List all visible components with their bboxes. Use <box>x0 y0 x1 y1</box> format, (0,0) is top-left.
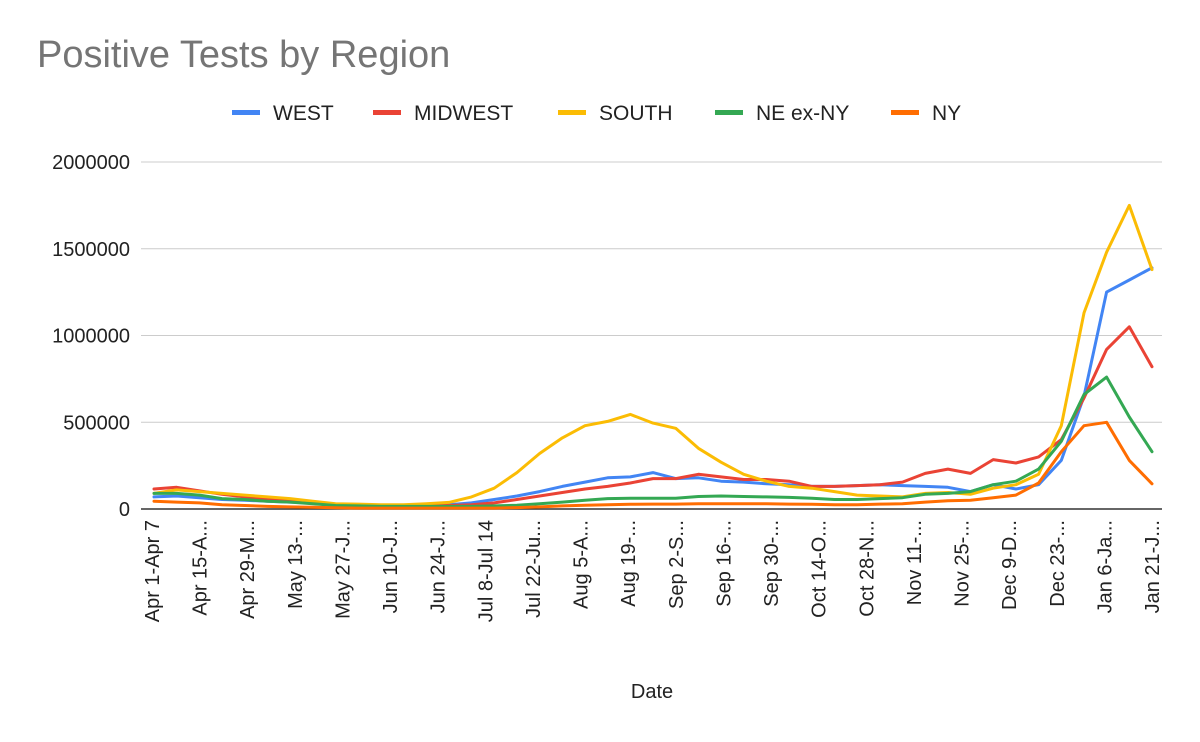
x-tick-label: May 27-J... <box>332 520 354 619</box>
x-tick-label: Aug 5-A... <box>571 520 593 609</box>
legend-swatch-south <box>558 110 586 115</box>
legend-swatch-west <box>232 110 260 115</box>
x-tick-label: Aug 19-... <box>618 520 640 607</box>
y-tick-label: 2000000 <box>52 152 130 174</box>
x-tick-label: May 13-... <box>285 520 307 609</box>
x-tick-label: Dec 23-... <box>1047 520 1069 607</box>
y-axis-ticks: 0 500000 1000000 1500000 2000000 <box>52 152 130 521</box>
legend-label-midwest: MIDWEST <box>414 102 513 125</box>
legend-label-south: SOUTH <box>599 102 673 125</box>
x-tick-label: Dec 9-D... <box>999 520 1021 610</box>
x-axis-title: Date <box>631 681 673 703</box>
series-line-south <box>152 203 1154 507</box>
x-axis-ticks: Apr 1-Apr 7 Apr 15-A... Apr 29-M... May 13-… <box>142 520 1164 622</box>
legend-label-ny: NY <box>932 102 961 125</box>
series-lines <box>152 203 1154 510</box>
x-tick-label: Jun 10-J... <box>380 520 402 613</box>
legend-swatch-midwest <box>373 110 401 115</box>
x-tick-label: Apr 1-Apr 7 <box>142 520 164 622</box>
x-tick-label: Jun 24-J... <box>428 520 450 613</box>
x-tick-label: Jan 21-J... <box>1142 520 1164 613</box>
gridlines <box>141 161 1162 510</box>
legend-swatch-ny <box>891 110 919 115</box>
x-tick-label: Sep 2-S... <box>666 520 688 609</box>
x-tick-label: Apr 29-M... <box>237 520 259 619</box>
x-tick-label: Apr 15-A... <box>190 520 212 616</box>
x-tick-label: Jul 8-Jul 14 <box>475 520 497 622</box>
y-tick-label: 1500000 <box>52 239 130 261</box>
y-tick-label: 1000000 <box>52 326 130 348</box>
x-tick-label: Nov 25-... <box>952 520 974 607</box>
series-line-ny <box>152 420 1154 510</box>
x-tick-label: Sep 16-... <box>713 520 735 607</box>
legend: WEST MIDWEST SOUTH NE ex-NY NY <box>232 102 961 125</box>
x-tick-label: Jan 6-Ja... <box>1094 520 1116 613</box>
y-tick-label: 0 <box>119 499 130 521</box>
series-line-midwest <box>152 325 1154 508</box>
chart-title: Positive Tests by Region <box>37 34 451 76</box>
legend-label-ne-ex-ny: NE ex-NY <box>756 102 849 125</box>
x-tick-label: Oct 28-N... <box>856 520 878 617</box>
series-line-west <box>152 266 1154 508</box>
legend-swatch-ne-ex-ny <box>715 110 743 115</box>
x-tick-label: Nov 11-... <box>904 520 926 605</box>
series-line-ne-ex-ny <box>152 375 1154 508</box>
x-tick-label: Sep 30-... <box>761 520 783 607</box>
y-tick-label: 500000 <box>63 412 130 434</box>
x-tick-label: Oct 14-O... <box>809 520 831 618</box>
x-tick-label: Jul 22-Ju... <box>523 520 545 618</box>
legend-label-west: WEST <box>273 102 334 125</box>
